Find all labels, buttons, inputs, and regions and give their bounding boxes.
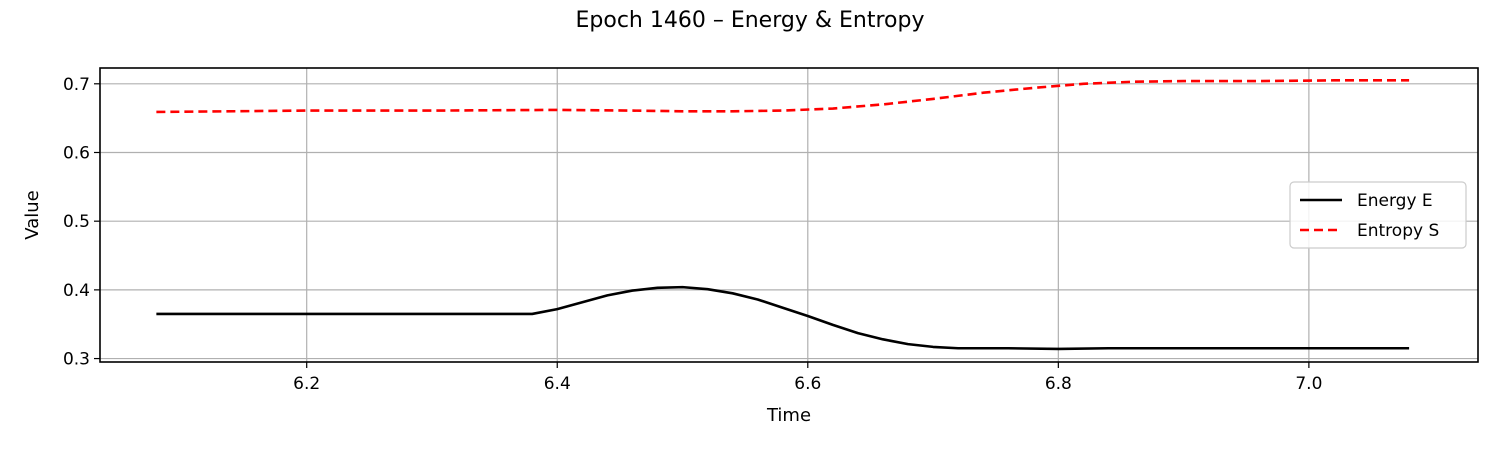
x-axis-label: Time (766, 405, 811, 426)
x-tick-label: 7.0 (1295, 374, 1322, 394)
grid (100, 68, 1478, 362)
x-tick-label: 6.6 (794, 374, 821, 394)
x-tick-label: 6.8 (1045, 374, 1072, 394)
y-tick-label: 0.3 (63, 350, 90, 370)
x-axis: 6.2 6.4 6.6 6.8 7.0 (293, 362, 1322, 394)
y-tick-label: 0.4 (63, 281, 90, 301)
legend-label-entropy: Entropy S (1357, 221, 1439, 241)
x-tick-label: 6.4 (544, 374, 571, 394)
series-line-energy-e (156, 285, 1410, 351)
chart-title: Epoch 1460 – Energy & Entropy (576, 8, 925, 33)
legend-label-energy: Energy E (1357, 191, 1433, 211)
series-line-entropy-s (156, 79, 1410, 114)
legend: Energy E Entropy S (1289, 181, 1467, 249)
y-tick-label: 0.5 (63, 212, 90, 232)
plot-frame (99, 67, 1479, 363)
legend-box (1289, 181, 1467, 249)
y-tick-label: 0.7 (63, 75, 90, 95)
y-axis: 0.3 0.4 0.5 0.6 0.7 (63, 75, 100, 370)
x-tick-label: 6.2 (293, 374, 320, 394)
y-axis-label: Value (22, 190, 43, 239)
series-layer (156, 79, 1410, 351)
y-tick-label: 0.6 (63, 143, 90, 163)
